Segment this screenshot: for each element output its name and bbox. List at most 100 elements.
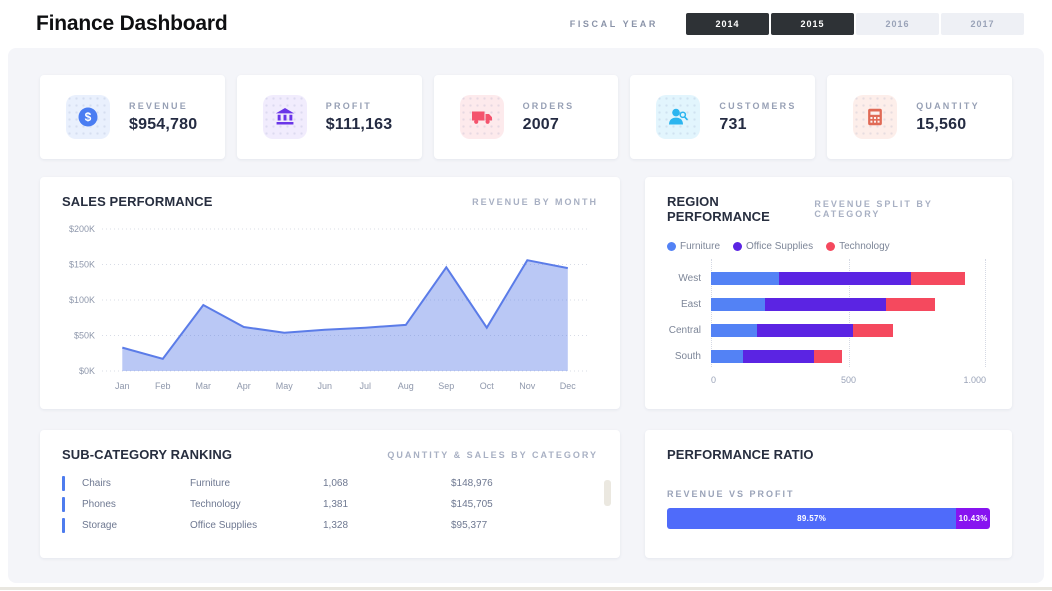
region-bar-row: Central <box>667 317 990 343</box>
legend-dot <box>733 242 743 251</box>
svg-text:$50K: $50K <box>74 331 95 341</box>
kpi-card-profit: PROFIT $111,163 <box>236 75 422 159</box>
sub-category-table: Chairs Furniture 1,068 $148,976 Phones T… <box>40 462 620 536</box>
region-bar-row: East <box>667 291 990 317</box>
svg-text:$: $ <box>85 110 92 124</box>
svg-text:Jan: Jan <box>115 381 130 391</box>
svg-text:Dec: Dec <box>560 381 577 391</box>
kpi-card-quantity: QUANTITY 15,560 <box>827 75 1012 159</box>
fiscal-year-selector: FISCAL YEAR 2014 2015 2016 2017 <box>570 13 1024 35</box>
legend-dot <box>826 242 836 251</box>
svg-text:Feb: Feb <box>155 381 171 391</box>
performance-ratio-card: PERFORMANCE RATIO REVENUE VS PROFIT 89.5… <box>645 430 1012 558</box>
sub-category-ranking-card: SUB-CATEGORY RANKING QUANTITY & SALES BY… <box>40 430 620 558</box>
bar-segment-office-supplies <box>756 323 853 337</box>
ratio-segment-profit: 10.43% <box>956 508 990 529</box>
svg-text:Aug: Aug <box>398 381 414 391</box>
kpi-label: PROFIT <box>325 100 372 111</box>
kpi-label: ORDERS <box>522 100 575 111</box>
year-button-2016[interactable]: 2016 <box>856 13 939 35</box>
legend-item-technology[interactable]: Technology <box>826 241 890 252</box>
table-scrollbar-thumb[interactable] <box>604 480 611 506</box>
dollar-circle-icon: $ <box>66 95 110 139</box>
bar-chart-x-axis: 0 500 1.000 <box>711 375 986 385</box>
person-search-icon <box>656 95 701 139</box>
bar-row-label: Central <box>668 324 701 336</box>
bar-segment-technology <box>852 323 894 337</box>
bar-track <box>711 297 986 311</box>
bank-icon <box>262 95 307 139</box>
bar-segment-technology <box>813 349 842 363</box>
calculator-icon <box>853 95 898 139</box>
svg-text:Sep: Sep <box>438 381 454 391</box>
page-title: Finance Dashboard <box>36 12 228 35</box>
svg-text:Apr: Apr <box>237 381 251 391</box>
svg-text:$100K: $100K <box>69 295 95 305</box>
bar-segment-technology <box>910 271 966 285</box>
year-button-2015[interactable]: 2015 <box>771 13 854 35</box>
bar-row-label: East <box>680 298 701 310</box>
year-button-2014[interactable]: 2014 <box>686 13 769 35</box>
region-performance-title: REGION PERFORMANCE <box>667 194 770 224</box>
region-performance-card: REGION PERFORMANCE REVENUE SPLIT BY CATE… <box>645 177 1012 409</box>
sales-performance-subtitle: REVENUE BY MONTH <box>472 196 598 207</box>
charts-row: SALES PERFORMANCE REVENUE BY MONTH $0K $5… <box>40 177 1012 409</box>
fiscal-year-label: FISCAL YEAR <box>569 19 658 29</box>
bar-segment-office-supplies <box>742 349 814 363</box>
region-bar-row: South <box>667 343 990 369</box>
kpi-value: $954,780 <box>129 115 198 133</box>
table-row: Storage Office Supplies 1,328 $95,377 <box>62 515 598 536</box>
region-bar-row: West <box>667 265 990 291</box>
sub-category-subtitle: QUANTITY & SALES BY CATEGORY <box>387 449 598 460</box>
sub-category-title: SUB-CATEGORY RANKING <box>62 447 233 462</box>
bar-segment-furniture <box>711 323 757 337</box>
bar-row-label: West <box>678 272 701 284</box>
kpi-label: CUSTOMERS <box>719 100 797 111</box>
svg-text:May: May <box>276 381 294 391</box>
bar-track <box>711 349 986 363</box>
sales-performance-card: SALES PERFORMANCE REVENUE BY MONTH $0K $5… <box>40 177 620 409</box>
revenue-vs-profit-label: REVENUE VS PROFIT <box>667 489 795 499</box>
svg-text:$150K: $150K <box>69 260 95 270</box>
svg-text:Jun: Jun <box>317 381 332 391</box>
kpi-value: 731 <box>719 115 747 133</box>
bar-segment-furniture <box>711 271 779 285</box>
performance-ratio-title: PERFORMANCE RATIO <box>667 447 814 462</box>
legend-item-office-supplies[interactable]: Office Supplies <box>733 241 813 252</box>
legend-dot <box>667 242 676 251</box>
revenue-by-month-area-chart: $0K $50K $100K $150K $200K Jan Feb Mar Apr May Jun… <box>69 224 588 391</box>
kpi-label: REVENUE <box>129 100 188 111</box>
bar-segment-furniture <box>711 349 743 363</box>
kpi-value: 15,560 <box>916 115 967 133</box>
bar-segment-office-supplies <box>778 271 911 285</box>
svg-text:Oct: Oct <box>480 381 495 391</box>
header: Finance Dashboard FISCAL YEAR 2014 2015 … <box>0 0 1052 48</box>
row-accent-bar <box>62 476 65 491</box>
svg-text:$0K: $0K <box>79 366 95 376</box>
row-accent-bar <box>62 518 65 533</box>
bar-segment-office-supplies <box>764 297 886 311</box>
region-performance-subtitle: REVENUE SPLIT BY CATEGORY <box>814 199 933 219</box>
legend-item-furniture[interactable]: Furniture <box>667 241 720 252</box>
bar-row-label: South <box>674 350 701 362</box>
bar-segment-technology <box>885 297 936 311</box>
truck-icon <box>459 95 504 139</box>
svg-text:Mar: Mar <box>196 381 212 391</box>
bar-track <box>711 271 986 285</box>
svg-text:$200K: $200K <box>69 224 95 234</box>
dashboard-panel: $ REVENUE $954,780 PROFIT $111,163 <box>8 48 1044 583</box>
kpi-value: 2007 <box>522 115 559 133</box>
kpi-row: $ REVENUE $954,780 PROFIT $111,163 <box>40 75 1012 159</box>
sales-performance-title: SALES PERFORMANCE <box>62 194 213 209</box>
bar-segment-furniture <box>711 297 765 311</box>
kpi-card-revenue: $ REVENUE $954,780 <box>40 75 225 159</box>
bar-track <box>711 323 986 337</box>
region-stacked-bar-chart: West East Central South 0 500 1.000 <box>667 259 990 389</box>
table-row: Phones Technology 1,381 $145,705 <box>62 494 598 515</box>
year-button-2017[interactable]: 2017 <box>941 13 1024 35</box>
kpi-value: $111,163 <box>325 115 393 133</box>
table-row: Chairs Furniture 1,068 $148,976 <box>62 473 598 494</box>
svg-text:Nov: Nov <box>519 381 536 391</box>
svg-text:Jul: Jul <box>359 381 371 391</box>
bottom-row: SUB-CATEGORY RANKING QUANTITY & SALES BY… <box>40 430 1012 558</box>
